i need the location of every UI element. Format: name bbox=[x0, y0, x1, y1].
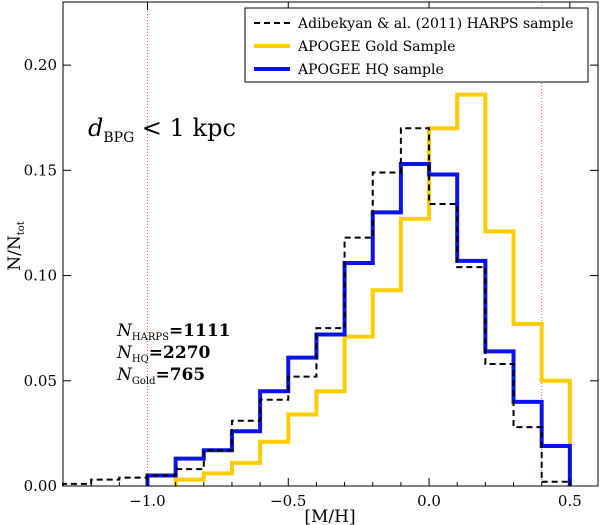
axes: −1.0 −0.5 0.0 0.5 0.00 0.05 0.10 0.15 0.20 bbox=[24, 2, 599, 510]
count-harps-value: =1111 bbox=[169, 321, 231, 341]
y-tick-label: 0.15 bbox=[24, 161, 57, 179]
y-tick-label: 0.20 bbox=[24, 56, 57, 74]
y-axis-label-sub: tot bbox=[16, 221, 27, 235]
legend-box bbox=[244, 7, 589, 83]
legend-label-gold: APOGEE Gold Sample bbox=[297, 39, 456, 55]
x-tick-label: 0.0 bbox=[417, 492, 441, 510]
region-annotation-rest: < 1 kpc bbox=[134, 114, 236, 142]
plot-frame bbox=[62, 1, 599, 487]
y-axis-label: N/Ntot bbox=[5, 221, 27, 271]
count-gold-main: N bbox=[116, 365, 133, 385]
legend-label-harps: Adibekyan & al. (2011) HARPS sample bbox=[297, 16, 574, 32]
series-line-0 bbox=[62, 127, 571, 486]
legend: Adibekyan & al. (2011) HARPS sample APOG… bbox=[244, 7, 589, 83]
count-hq-value: =2270 bbox=[149, 343, 211, 363]
count-gold: NGold=765 bbox=[116, 365, 205, 387]
region-annotation-sub: BPG bbox=[103, 130, 134, 146]
count-hq: NHQ=2270 bbox=[116, 343, 211, 365]
y-tick-label: 0.05 bbox=[24, 372, 57, 390]
y-tick-label: 0.00 bbox=[24, 477, 57, 495]
count-harps: NHARPS=1111 bbox=[116, 321, 231, 343]
y-tick-label: 0.10 bbox=[24, 267, 57, 285]
x-tick-label: −0.5 bbox=[270, 492, 306, 510]
count-annotations: NHARPS=1111 NHQ=2270 NGold=765 bbox=[116, 321, 231, 387]
region-annotation: dBPG < 1 kpc bbox=[88, 114, 236, 146]
plot-area bbox=[62, 2, 572, 486]
count-harps-sub: HARPS bbox=[132, 332, 169, 343]
x-axis-label: [M/H] bbox=[304, 507, 355, 525]
legend-label-hq: APOGEE HQ sample bbox=[297, 62, 444, 78]
count-gold-value: =765 bbox=[155, 365, 205, 385]
region-annotation-main: d bbox=[88, 114, 103, 142]
series-line-1 bbox=[173, 92, 572, 486]
count-harps-main: N bbox=[116, 321, 133, 341]
y-axis-label-main: N/N bbox=[5, 235, 25, 271]
count-gold-sub: Gold bbox=[132, 376, 156, 387]
x-tick-label: 0.5 bbox=[558, 492, 582, 510]
x-tick-label: −1.0 bbox=[129, 492, 165, 510]
count-hq-sub: HQ bbox=[132, 354, 149, 365]
count-hq-main: N bbox=[116, 343, 133, 363]
